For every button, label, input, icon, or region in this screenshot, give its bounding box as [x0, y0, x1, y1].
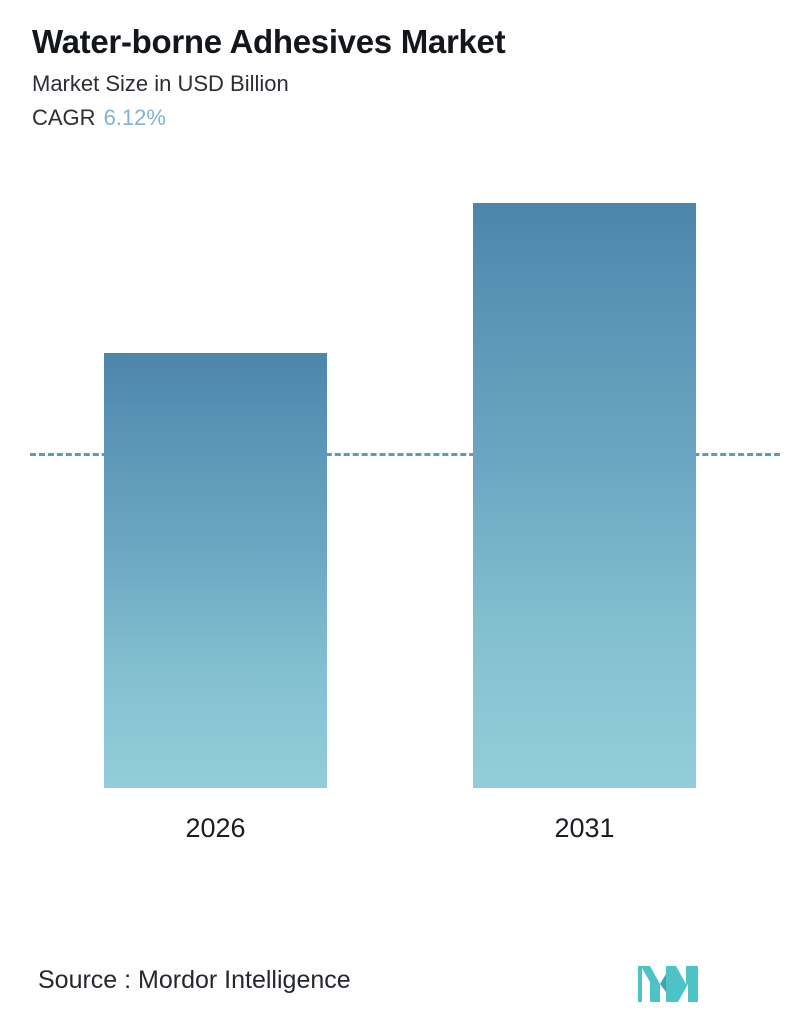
- chart-header: Water-borne Adhesives Market Market Size…: [32, 22, 772, 134]
- page-title: Water-borne Adhesives Market: [32, 23, 506, 60]
- x-tick-label-2026: 2026: [185, 813, 246, 843]
- bar-2031: [473, 203, 696, 788]
- reference-line: [30, 453, 780, 456]
- x-tick-label-2031: 2031: [554, 813, 615, 843]
- chart-footer: Source : Mordor Intelligence: [0, 948, 796, 1034]
- cagr-value: 6.12%: [103, 105, 166, 130]
- cagr-row: CAGR 6.12%: [32, 102, 772, 134]
- cagr-label: CAGR: [32, 105, 96, 130]
- bar-chart: USD 12.23 B USD 9.08 B 2026 2031: [0, 200, 796, 900]
- source-text: Source : Mordor Intelligence: [38, 966, 351, 994]
- chart-subtitle: Market Size in USD Billion: [32, 71, 289, 96]
- bar-2026: [104, 353, 327, 788]
- mordor-intelligence-logo: [636, 962, 702, 1004]
